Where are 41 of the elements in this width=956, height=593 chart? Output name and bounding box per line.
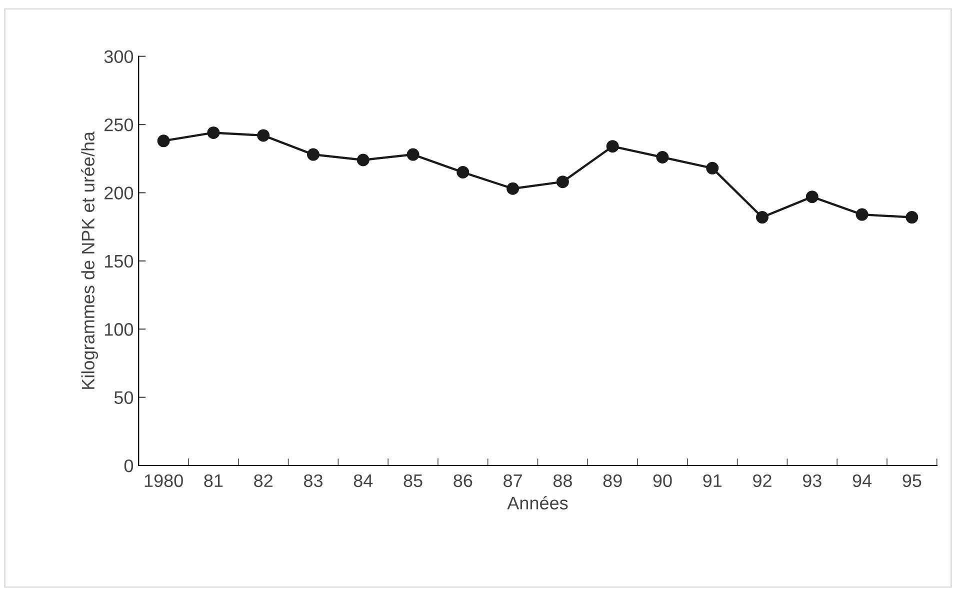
point [506,182,520,195]
y-tick-label: 200 [104,186,134,200]
point [556,176,569,188]
point [706,162,719,174]
y-tick-label: 300 [104,50,134,64]
point [806,190,818,204]
x-tick-label: 90 [653,474,672,488]
x-tick-label: 86 [454,474,472,488]
point [207,126,220,139]
y-tick-label: 100 [105,323,134,336]
point [856,208,868,221]
x-tick-label: 95 [902,474,922,488]
point [606,140,619,153]
x-tick-label: 91 [703,474,722,488]
point [906,211,918,224]
y-tick-label: 150 [105,254,134,268]
x-tick-label: 81 [204,474,223,488]
x-tick-label: 89 [603,474,622,488]
x-tick-label: 1980 [144,474,183,488]
x-tick-label: 94 [852,474,872,488]
x-tick-label: 93 [802,474,822,488]
x-tick-label: 82 [254,474,272,488]
y-tick-label: 50 [114,391,134,404]
x-tick-label: 88 [553,474,572,488]
point [257,129,270,142]
point [456,166,470,179]
y-tick-label: 250 [104,118,134,132]
x-tick-label: 92 [753,474,772,488]
point [756,211,769,224]
x-tick-label: 87 [504,474,522,488]
x-tick-label: 83 [304,474,322,488]
x-axis-title: Années [507,496,568,510]
y-axis-title: Kilogrammes de NPK et urée/ha [81,131,98,389]
point [157,134,170,148]
point [656,151,669,164]
y-tick-label: 0 [124,459,134,472]
point [406,148,420,161]
x-tick-label: 84 [354,474,373,488]
x-tick-label: 85 [404,474,422,488]
point [356,154,370,166]
point [306,148,320,161]
